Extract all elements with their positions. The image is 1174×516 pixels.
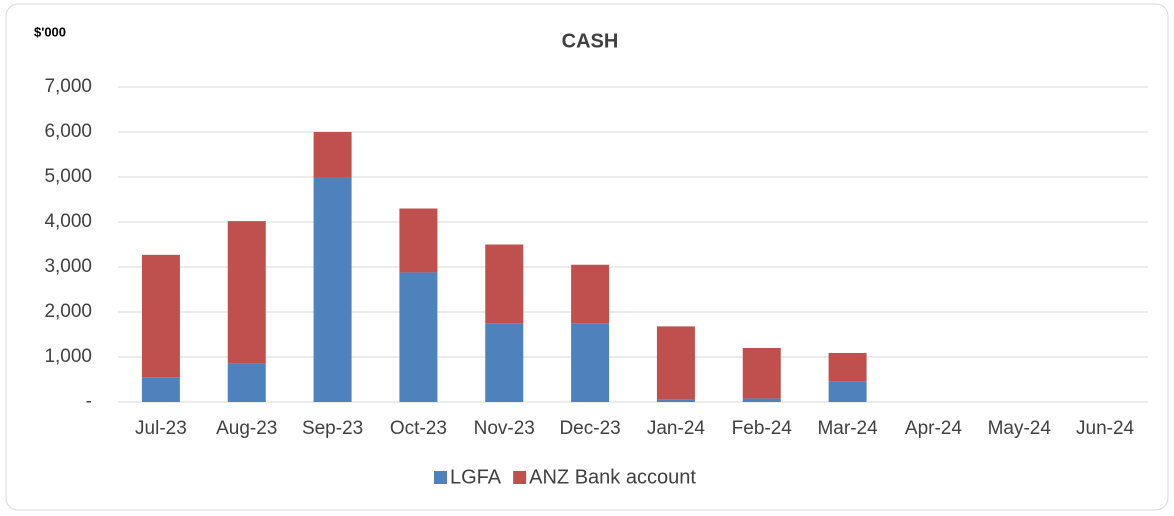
bar-segment [656, 399, 695, 402]
bar-segment [742, 348, 781, 399]
y-tick-label: 5,000 [44, 166, 92, 187]
y-tick-label: 4,000 [44, 211, 92, 232]
y-tick-label: 6,000 [44, 121, 92, 142]
chart-border [5, 3, 1169, 511]
bar-segment [485, 244, 524, 324]
bar-segment [141, 254, 180, 378]
unit-label: $'000 [34, 24, 66, 39]
bar-segment [485, 323, 524, 402]
bar-segment [742, 398, 781, 402]
x-tick-label: Dec-23 [559, 418, 620, 439]
x-tick-label: Nov-23 [474, 418, 535, 439]
y-tick-label: 2,000 [44, 301, 92, 322]
legend-swatch [434, 471, 447, 484]
bar-segment [656, 326, 695, 400]
y-tick-label: 1,000 [44, 346, 92, 367]
bar-segment [399, 272, 438, 402]
bar-segment [571, 323, 610, 402]
bar-segment [571, 264, 610, 324]
bar-segment [313, 132, 352, 177]
y-tick-label: 3,000 [44, 256, 92, 277]
bar-segment [313, 177, 352, 402]
legend-label: ANZ Bank account [529, 466, 696, 488]
bar-segment [828, 381, 867, 402]
y-tick-label: 7,000 [44, 76, 92, 97]
bar-segment [141, 377, 180, 402]
x-tick-label: Jan-24 [647, 418, 706, 439]
x-tick-label: Apr-24 [905, 418, 962, 439]
bar-segment [227, 221, 266, 364]
x-tick-label: Mar-24 [817, 418, 878, 439]
x-tick-label: Feb-24 [732, 418, 793, 439]
chart-title: CASH [562, 30, 619, 52]
bar-segment [227, 363, 266, 402]
legend-label: LGFA [450, 466, 502, 488]
x-tick-label: Jul-23 [135, 418, 187, 439]
x-tick-label: May-24 [988, 418, 1052, 439]
x-tick-label: Oct-23 [390, 418, 447, 439]
x-tick-label: Jun-24 [1076, 418, 1135, 439]
x-tick-label: Aug-23 [216, 418, 277, 439]
y-tick-label: - [86, 391, 92, 412]
x-tick-label: Sep-23 [302, 418, 363, 439]
bar-segment [399, 208, 438, 273]
legend-swatch [513, 471, 527, 484]
bar-segment [828, 352, 867, 382]
